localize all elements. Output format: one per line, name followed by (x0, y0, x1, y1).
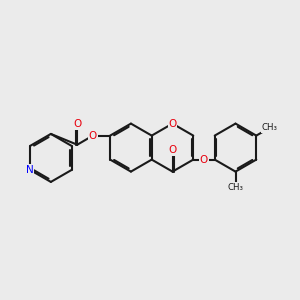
Text: CH₃: CH₃ (227, 183, 244, 192)
Text: O: O (73, 119, 81, 129)
Text: N: N (26, 165, 34, 175)
Text: O: O (89, 130, 97, 141)
Text: CH₃: CH₃ (262, 123, 278, 132)
Text: O: O (168, 145, 177, 155)
Text: O: O (200, 154, 208, 165)
Text: O: O (168, 118, 177, 129)
